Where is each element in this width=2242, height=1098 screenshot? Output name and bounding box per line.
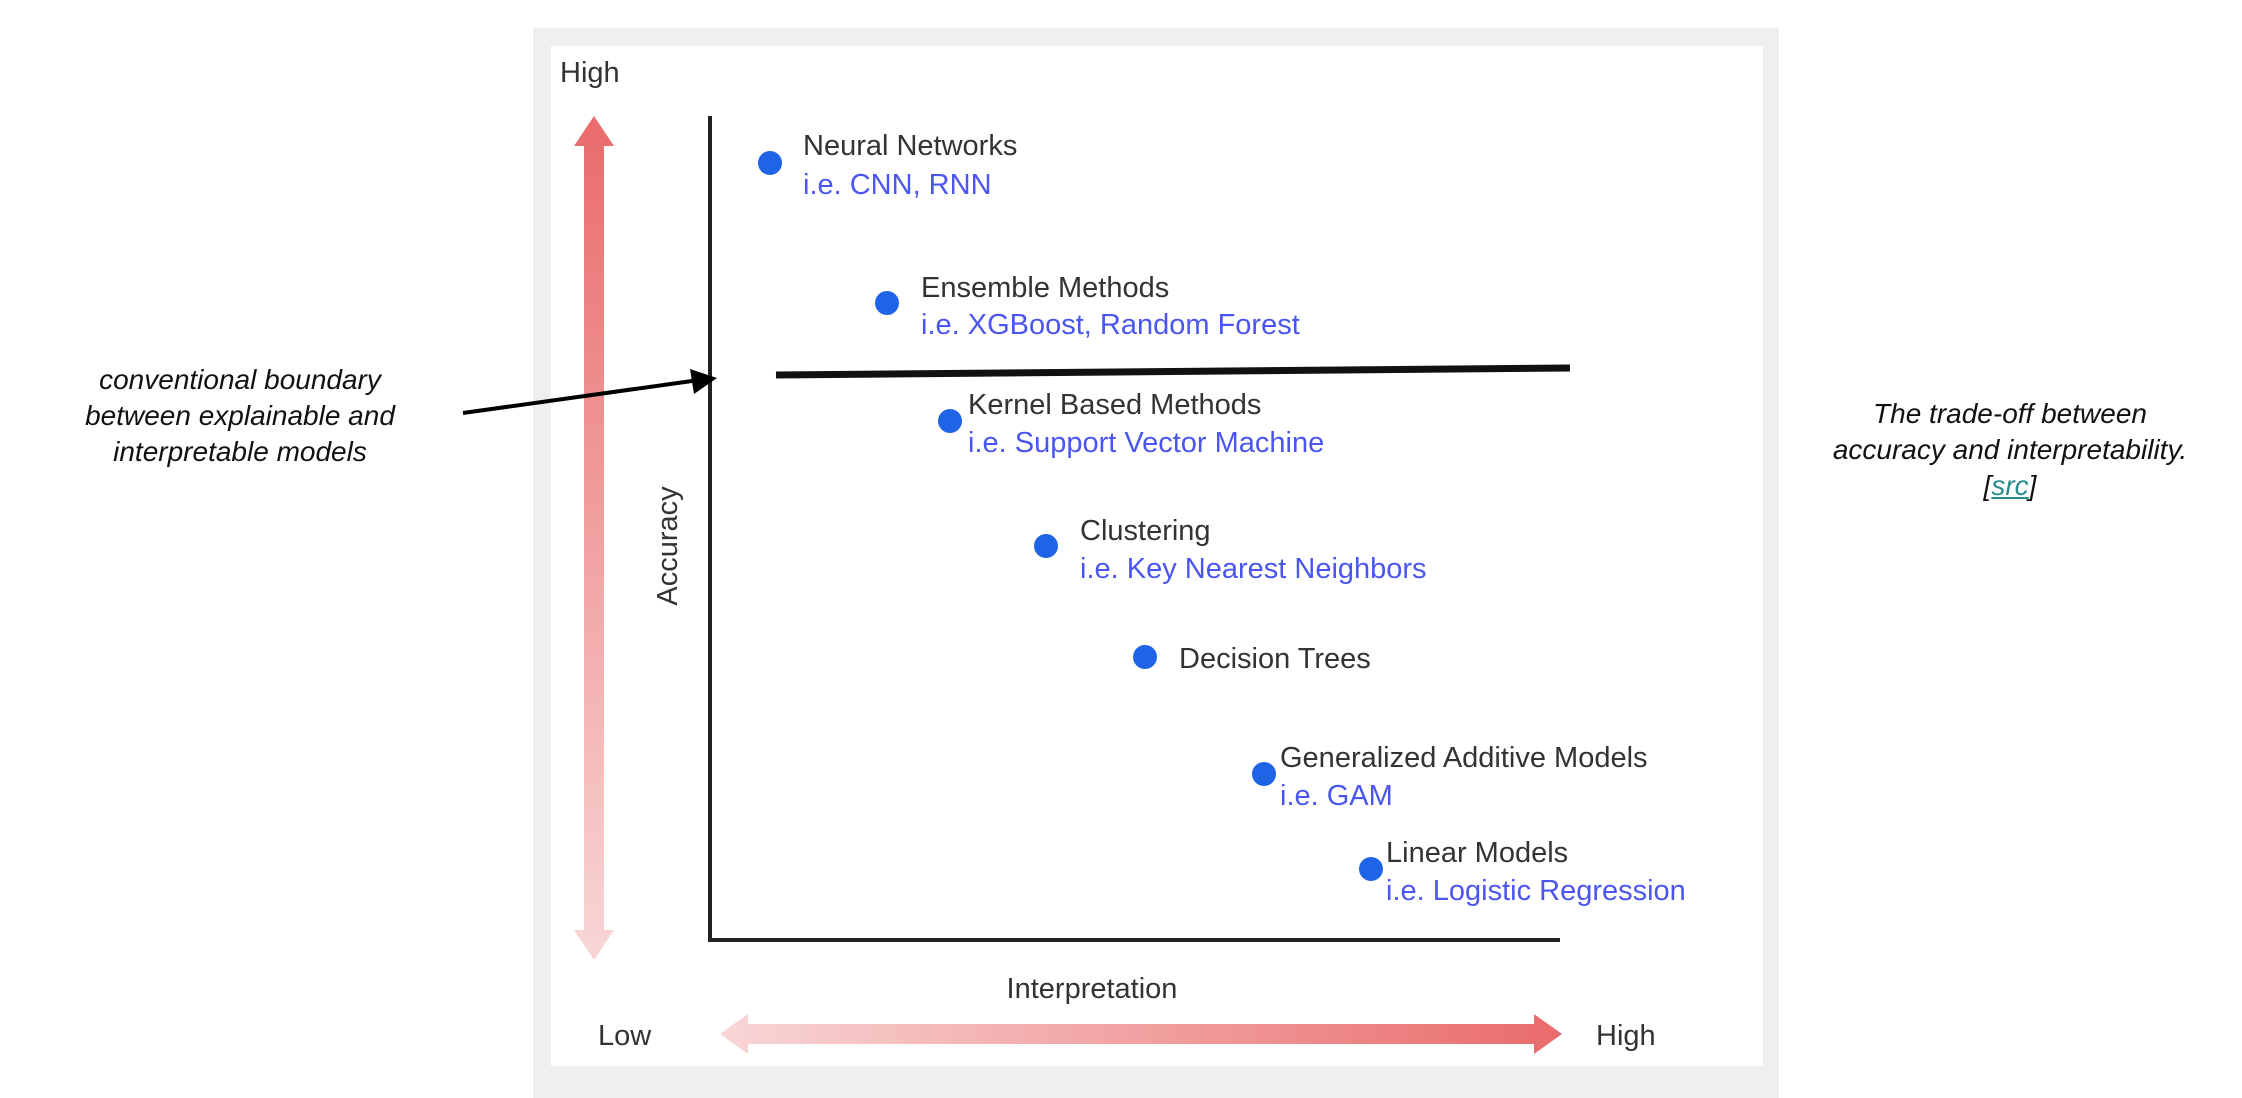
boundary-annotation-line: conventional boundary xyxy=(99,364,381,395)
label-generalized-additive-models: Generalized Additive Models xyxy=(1280,742,1648,774)
accuracy-scale-arrow xyxy=(574,116,614,960)
point-neural-networks xyxy=(758,151,782,175)
point-clustering xyxy=(1034,534,1058,558)
label-decision-trees: Decision Trees xyxy=(1179,643,1371,675)
boundary-annotation-line: between explainable and xyxy=(85,400,395,431)
label-ensemble-methods: Ensemble Methods xyxy=(921,272,1169,304)
point-ensemble-methods xyxy=(875,291,899,315)
label-neural-networks: Neural Networks xyxy=(803,130,1017,162)
boundary-annotation-line: interpretable models xyxy=(113,436,367,467)
boundary-pointer-arrow xyxy=(462,379,693,415)
example-generalized-additive-models: i.e. GAM xyxy=(1280,780,1393,812)
source-link[interactable]: src xyxy=(1991,470,2029,501)
figure-panel xyxy=(551,46,1763,1066)
point-decision-trees xyxy=(1133,645,1157,669)
example-clustering: i.e. Key Nearest Neighbors xyxy=(1080,553,1427,585)
example-neural-networks: i.e. CNN, RNN xyxy=(803,169,992,201)
boundary-line xyxy=(775,364,1571,379)
example-kernel-based-methods: i.e. Support Vector Machine xyxy=(968,427,1324,459)
example-ensemble-methods: i.e. XGBoost, Random Forest xyxy=(921,309,1300,341)
point-kernel-based-methods xyxy=(938,409,962,433)
caption-line-1: The trade-off between xyxy=(1873,398,2147,429)
interpretation-scale-arrow xyxy=(720,1014,1562,1054)
interpretation-scale-low-label: Low xyxy=(598,1020,652,1052)
figure-caption: The trade-off between accuracy and inter… xyxy=(1800,396,2220,504)
point-linear-models xyxy=(1359,857,1383,881)
y-axis-label: Accuracy xyxy=(652,486,684,606)
caption-source-line: [src] xyxy=(1800,468,2220,504)
x-axis-label: Interpretation xyxy=(1007,973,1178,1005)
label-kernel-based-methods: Kernel Based Methods xyxy=(968,389,1261,421)
example-linear-models: i.e. Logistic Regression xyxy=(1386,875,1686,907)
caption-line-2: accuracy and interpretability. xyxy=(1832,434,2188,465)
interpretation-scale-high-label: High xyxy=(1596,1020,1656,1052)
point-generalized-additive-models xyxy=(1252,762,1276,786)
label-linear-models: Linear Models xyxy=(1386,837,1568,869)
caption-bracket-close: ] xyxy=(2028,470,2037,501)
label-clustering: Clustering xyxy=(1080,515,1211,547)
accuracy-scale-high-label: High xyxy=(560,57,620,89)
boundary-pointer-arrowhead xyxy=(690,369,717,394)
boundary-annotation: conventional boundary between explainabl… xyxy=(30,362,450,470)
caption-bracket-open: [ xyxy=(1983,470,1992,501)
